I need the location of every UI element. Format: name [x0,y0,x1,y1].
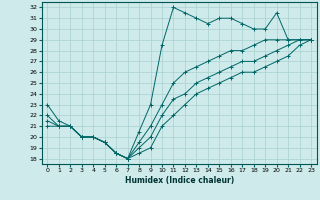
X-axis label: Humidex (Indice chaleur): Humidex (Indice chaleur) [124,176,234,185]
